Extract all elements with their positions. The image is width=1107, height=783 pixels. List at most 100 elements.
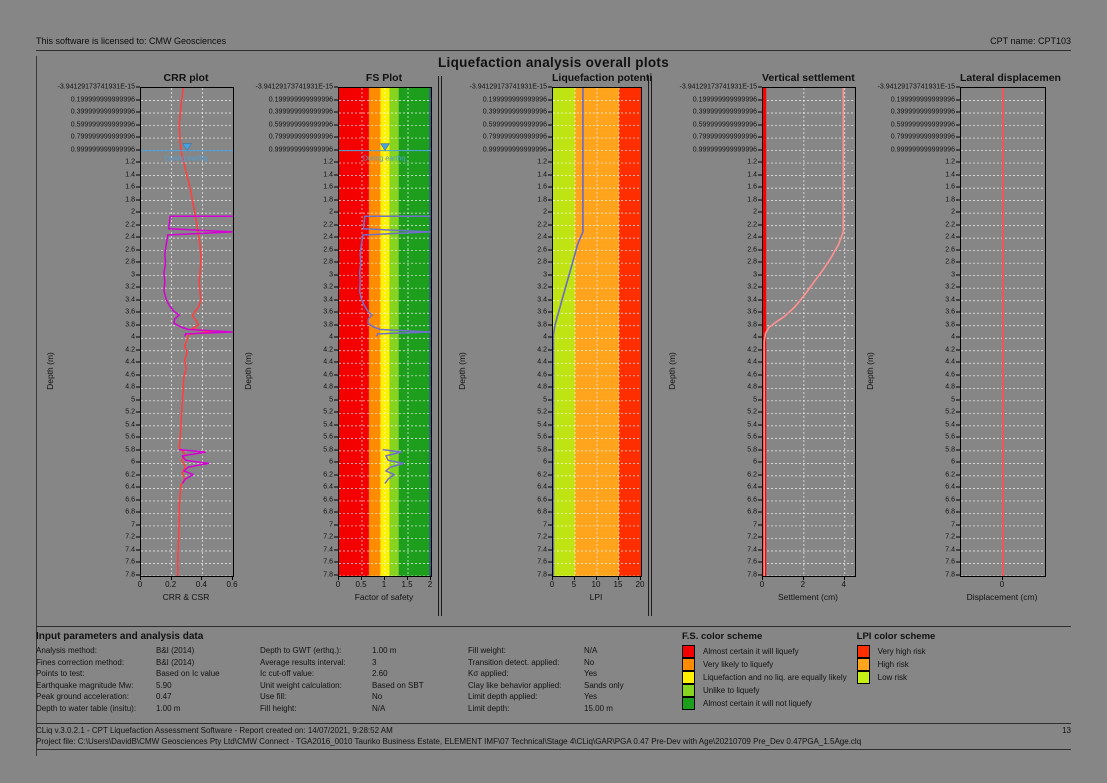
x-axis-ticks: 0 2 4	[760, 577, 854, 589]
depth-tick-label: 2	[329, 209, 338, 216]
depth-tick-text: 2.4	[537, 233, 547, 241]
depth-tick-text: 7.6	[323, 558, 333, 566]
depth-tick-text: 6.2	[747, 471, 757, 479]
depth-tick-label: 0.799999999999996	[891, 134, 960, 141]
depth-tick-label: 6.2	[323, 471, 338, 478]
depth-tick-text: 1.6	[945, 183, 955, 191]
depth-tick-text: 7.4	[945, 546, 955, 554]
depth-tick-label: 3.4	[945, 296, 960, 303]
param-value: 3	[372, 657, 377, 667]
x-tick-mark	[384, 577, 385, 580]
depth-tick-label: -3.94129173741931E-15	[878, 84, 960, 91]
depth-tick-label: 3.6	[945, 309, 960, 316]
depth-tick-text: 2	[329, 208, 333, 216]
legend-swatch	[682, 684, 695, 697]
depth-tick-labels: -3.94129173741931E-15 0.199999999999996 0.…	[669, 84, 762, 579]
depth-tick-label: 0.199999999999996	[483, 96, 552, 103]
param-label: Depth to water table (insitu):	[36, 703, 137, 713]
param-row: Fill weight: N/A	[468, 646, 656, 658]
depth-tick-text: 7.8	[323, 571, 333, 579]
depth-tick-label: 7.8	[323, 572, 338, 579]
depth-tick-text: 4.8	[747, 383, 757, 391]
depth-tick-text: 2	[131, 208, 135, 216]
depth-tick-label: 4.8	[747, 384, 762, 391]
depth-tick-text: 7.2	[323, 533, 333, 541]
depth-tick-label: 7.2	[945, 534, 960, 541]
x-tick-mark	[407, 577, 408, 580]
depth-tick-text: 2.6	[537, 246, 547, 254]
depth-tick-text: 6.6	[323, 496, 333, 504]
depth-tick-text: 1.6	[537, 183, 547, 191]
depth-tick-text: 3.6	[125, 308, 135, 316]
depth-tick-label: 0.599999999999996	[693, 121, 762, 128]
depth-tick-text: 4.4	[945, 358, 955, 366]
depth-tick-label: 1.6	[537, 184, 552, 191]
depth-tick-text: 0.199999999999996	[692, 96, 757, 103]
depth-tick-label: 1.2	[537, 159, 552, 166]
legend-swatch	[856, 645, 870, 658]
depth-tick-label: 1.6	[945, 184, 960, 191]
depth-tick-text: 2.8	[537, 258, 547, 266]
depth-tick-label: 0.399999999999996	[269, 109, 338, 116]
depth-tick-text: 5.4	[323, 421, 333, 429]
x-tick-label: 4	[841, 580, 846, 589]
series-FS	[382, 448, 405, 484]
depth-tick-label: 7.2	[125, 534, 140, 541]
param-value: 15.00 m	[584, 703, 613, 713]
depth-tick-label: -3.94129173741931E-15	[470, 84, 552, 91]
depth-tick-label: 2	[131, 209, 140, 216]
report-header: This software is licensed to: CMW Geosci…	[36, 36, 1071, 51]
depth-tick-label: 6.8	[945, 509, 960, 516]
depth-tick-label: 3	[329, 271, 338, 278]
license-text: This software is licensed to: CMW Geosci…	[36, 36, 227, 46]
depth-tick-text: 6	[951, 458, 955, 466]
depth-tick-text: 4.6	[125, 371, 135, 379]
depth-tick-label: 2.2	[323, 221, 338, 228]
depth-tick-text: 0.599999999999996	[890, 121, 955, 129]
param-row: Depth to water table (insitu): 1.00 m	[36, 704, 244, 716]
depth-tick-label: 2.2	[747, 221, 762, 228]
legend-label: Almost certain it will liquefy	[703, 647, 799, 656]
depth-tick-text: 3.8	[747, 321, 757, 329]
depth-tick-text: 3.6	[945, 308, 955, 316]
x-axis-ticks: 0 0.5 1 1.5 2	[335, 577, 432, 589]
depth-tick-text: 7.2	[945, 533, 955, 541]
legend-label: Very high risk	[877, 647, 926, 656]
depth-tick-label: 6.6	[537, 496, 552, 503]
depth-tick-text: 2.6	[945, 246, 955, 254]
depth-tick-label: 0.799999999999996	[71, 134, 140, 141]
legend-label: Liquefaction and no liq. are equally lik…	[703, 673, 847, 682]
param-label: Points to test:	[36, 669, 85, 678]
depth-tick-label: 7.8	[747, 572, 762, 579]
depth-tick-label: 6.4	[945, 484, 960, 491]
param-row: Earthquake magnitude Mw: 5.90	[36, 681, 244, 693]
depth-tick-text: 3.2	[537, 283, 547, 291]
depth-tick-text: 1.6	[323, 183, 333, 191]
depth-tick-text: 2.4	[323, 233, 333, 241]
depth-tick-text: 5	[951, 396, 955, 404]
risk-band	[339, 88, 369, 576]
depth-tick-label: 2	[543, 209, 552, 216]
depth-tick-label: 1.6	[125, 184, 140, 191]
depth-tick-label: 6	[543, 459, 552, 466]
input-parameters-section: Input parameters and analysis data Analy…	[36, 631, 672, 715]
depth-tick-label: 1.2	[945, 159, 960, 166]
depth-tick-text: 1.4	[945, 171, 955, 179]
depth-tick-label: 4.2	[125, 346, 140, 353]
x-tick-label: 0	[335, 580, 341, 589]
depth-tick-text: 4	[951, 333, 955, 341]
param-label: Fill weight:	[468, 646, 506, 655]
depth-tick-labels: -3.94129173741931E-15 0.199999999999996 0.…	[459, 84, 552, 579]
param-value: Based on Ic value	[156, 669, 220, 678]
depth-tick-text: 3.2	[323, 283, 333, 291]
legend-swatch	[682, 658, 695, 671]
x-tick-label: 0.4	[195, 580, 207, 589]
depth-tick-label: 0.999999999999996	[483, 146, 552, 153]
depth-tick-label: 1.4	[537, 171, 552, 178]
depth-tick-label: 1.6	[747, 184, 762, 191]
depth-tick-text: 6	[131, 458, 135, 466]
depth-tick-text: 0.999999999999996	[692, 146, 757, 154]
param-value: B&I (2014)	[156, 657, 195, 667]
depth-tick-text: 0.199999999999996	[890, 96, 955, 103]
depth-tick-text: 1.6	[747, 183, 757, 191]
